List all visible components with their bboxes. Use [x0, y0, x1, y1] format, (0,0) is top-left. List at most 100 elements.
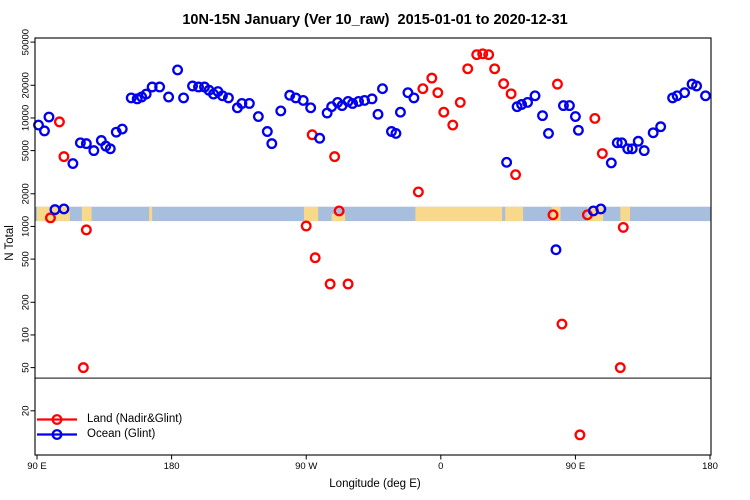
data-point-ocean [67, 158, 79, 169]
data-point-ocean [353, 95, 365, 107]
data-point-ocean [266, 138, 278, 150]
data-point-land [58, 151, 70, 163]
map-band-land [505, 206, 524, 222]
data-point-land [447, 119, 459, 131]
y-tick-label: 5000 [21, 140, 32, 161]
data-point-ocean [700, 90, 711, 102]
data-point-land [489, 63, 501, 75]
data-point-ocean [163, 91, 175, 103]
data-point-land [333, 205, 345, 217]
data-point-land [412, 186, 424, 198]
data-point-land [483, 49, 495, 61]
data-point-ocean [222, 92, 234, 104]
data-point-land [454, 96, 466, 108]
y-tick-label: 50 [21, 362, 32, 373]
data-point-ocean [390, 127, 402, 139]
y-tick-label: 10000 [21, 105, 32, 131]
x-tick-label: 180 [702, 461, 718, 472]
x-tick-label: 180 [164, 461, 180, 472]
data-point-land [498, 78, 510, 90]
data-point-land [589, 112, 601, 124]
map-band-land [149, 206, 153, 222]
data-point-ocean [314, 132, 326, 144]
data-point-land [552, 78, 563, 90]
data-point-ocean [297, 94, 309, 106]
data-point-land [462, 63, 474, 75]
data-point-ocean [529, 90, 541, 102]
data-point-ocean [43, 111, 55, 123]
y-tick-label: 500 [21, 251, 32, 267]
map-band-ocean [35, 206, 711, 222]
data-point-ocean [243, 98, 255, 109]
data-point-ocean [366, 93, 378, 105]
data-point-ocean [616, 137, 628, 149]
data-point-ocean [252, 111, 264, 123]
legend: Land (Nadir&Glint) Ocean (Glint) [36, 412, 182, 442]
data-point-ocean [572, 124, 584, 136]
data-point-land [329, 151, 341, 163]
data-point-land [556, 318, 568, 330]
y-tick-label: 20000 [21, 72, 32, 98]
data-point-ocean [33, 119, 44, 131]
data-point-ocean [622, 143, 634, 155]
x-tick-label: 0 [438, 461, 443, 472]
data-point-ocean [501, 156, 513, 168]
data-point-land [309, 252, 321, 264]
data-point-land [510, 169, 522, 181]
data-point-land [80, 224, 92, 236]
map-band-land [551, 206, 561, 222]
data-point-ocean [408, 92, 420, 104]
data-point-land [342, 278, 354, 290]
map-band-land [303, 206, 319, 222]
data-point-ocean [154, 81, 166, 93]
data-point-ocean [595, 203, 607, 215]
data-point-land [596, 148, 608, 159]
data-point-ocean [402, 87, 414, 99]
data-point-ocean [284, 89, 296, 101]
data-point-ocean [632, 135, 644, 147]
data-point-land [617, 221, 629, 233]
data-point-land [614, 362, 626, 374]
map-band-land [415, 206, 503, 222]
x-tick-label: 90 E [566, 461, 586, 472]
data-point-land [45, 212, 56, 224]
data-point-land [417, 83, 429, 95]
data-point-ocean [172, 64, 184, 76]
data-point-ocean [679, 87, 691, 99]
data-point-ocean [377, 83, 388, 95]
data-point-ocean [372, 108, 384, 120]
x-tick-label: 90 E [27, 461, 47, 472]
y-tick-label: 50000 [21, 29, 32, 55]
data-point-land [471, 49, 483, 61]
legend-label-land: Land (Nadir&Glint) [87, 413, 183, 425]
data-point-ocean [691, 80, 703, 92]
legend-item-ocean: Ocean (Glint) [36, 427, 182, 442]
data-point-ocean [39, 125, 50, 137]
legend-symbol-ocean-icon [37, 429, 77, 440]
data-point-ocean [116, 123, 128, 135]
data-point-ocean [522, 96, 534, 108]
data-point-ocean [394, 106, 406, 118]
data-point-ocean [569, 111, 581, 123]
data-point-ocean [58, 203, 70, 215]
data-point-ocean [88, 145, 100, 157]
data-point-land [477, 48, 489, 60]
x-axis-title: Longitude (deg E) [329, 478, 421, 490]
data-point-ocean [537, 110, 548, 122]
data-point-ocean [178, 92, 190, 104]
data-point-ocean [347, 98, 359, 109]
legend-item-land: Land (Nadir&Glint) [36, 412, 182, 427]
data-point-ocean [611, 137, 623, 149]
data-point-ocean [655, 121, 667, 133]
data-point-ocean [217, 90, 228, 102]
data-point-land [300, 220, 312, 232]
x-tick-label: 90 W [295, 461, 317, 472]
data-point-ocean [550, 244, 562, 256]
data-point-land [505, 88, 517, 100]
data-point-ocean [516, 99, 528, 110]
y-tick-label: 2000 [21, 183, 32, 204]
map-band-land [620, 206, 631, 222]
data-point-land [426, 72, 438, 84]
